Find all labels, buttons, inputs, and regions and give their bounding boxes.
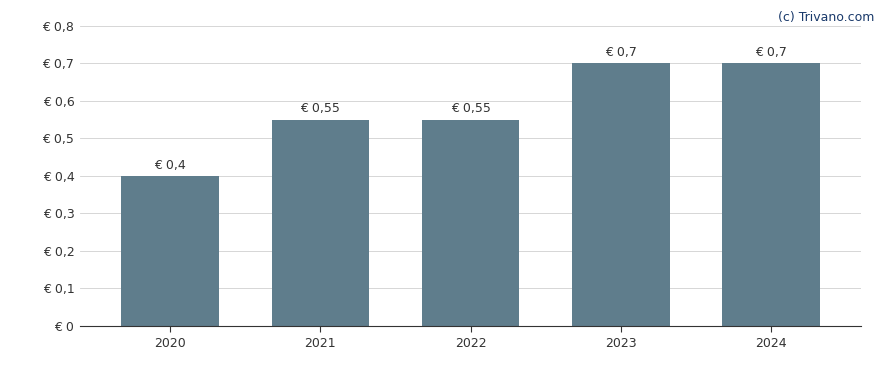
Text: € 0,55: € 0,55: [451, 102, 490, 115]
Bar: [272, 120, 369, 326]
Bar: [122, 176, 219, 326]
Text: € 0,7: € 0,7: [756, 46, 787, 59]
Bar: [422, 120, 519, 326]
Text: € 0,4: € 0,4: [155, 159, 186, 172]
Bar: [572, 63, 670, 326]
Text: € 0,55: € 0,55: [300, 102, 340, 115]
Text: (c) Trivano.com: (c) Trivano.com: [778, 11, 875, 24]
Bar: [722, 63, 820, 326]
Text: € 0,7: € 0,7: [605, 46, 637, 59]
